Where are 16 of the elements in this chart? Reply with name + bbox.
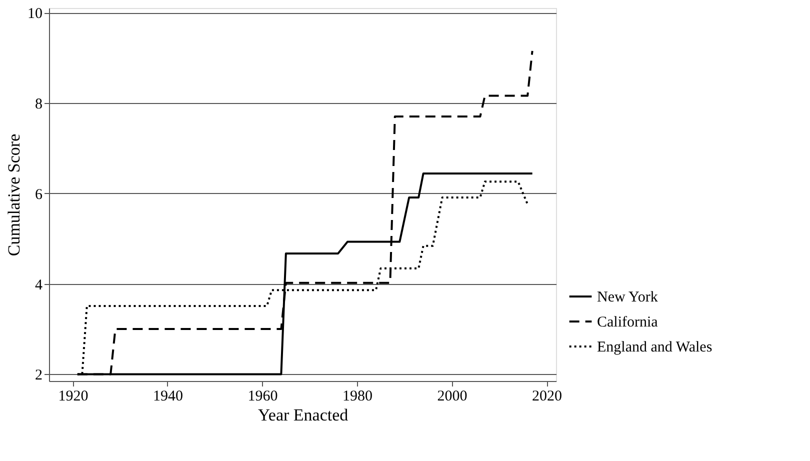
- x-tick-label: 1920: [58, 388, 88, 404]
- legend-label: England and Wales: [597, 340, 712, 356]
- y-tick-label: 6: [35, 186, 43, 203]
- legend-label: New York: [597, 290, 658, 306]
- y-axis-title: Cumulative Score: [4, 134, 24, 256]
- x-tick-label: 1940: [152, 388, 183, 404]
- y-tick-label: 8: [35, 96, 42, 112]
- x-tick-label: 2020: [532, 388, 562, 404]
- y-tick-label: 4: [35, 277, 43, 294]
- x-tick-label: 1980: [342, 388, 372, 404]
- y-tick-label: 10: [28, 6, 42, 22]
- x-axis-title: Year Enacted: [258, 406, 349, 424]
- legend-label: California: [597, 314, 658, 331]
- x-tick-label: 1960: [248, 388, 278, 404]
- y-tick-label: 2: [35, 368, 42, 384]
- x-tick-label: 2000: [437, 388, 468, 404]
